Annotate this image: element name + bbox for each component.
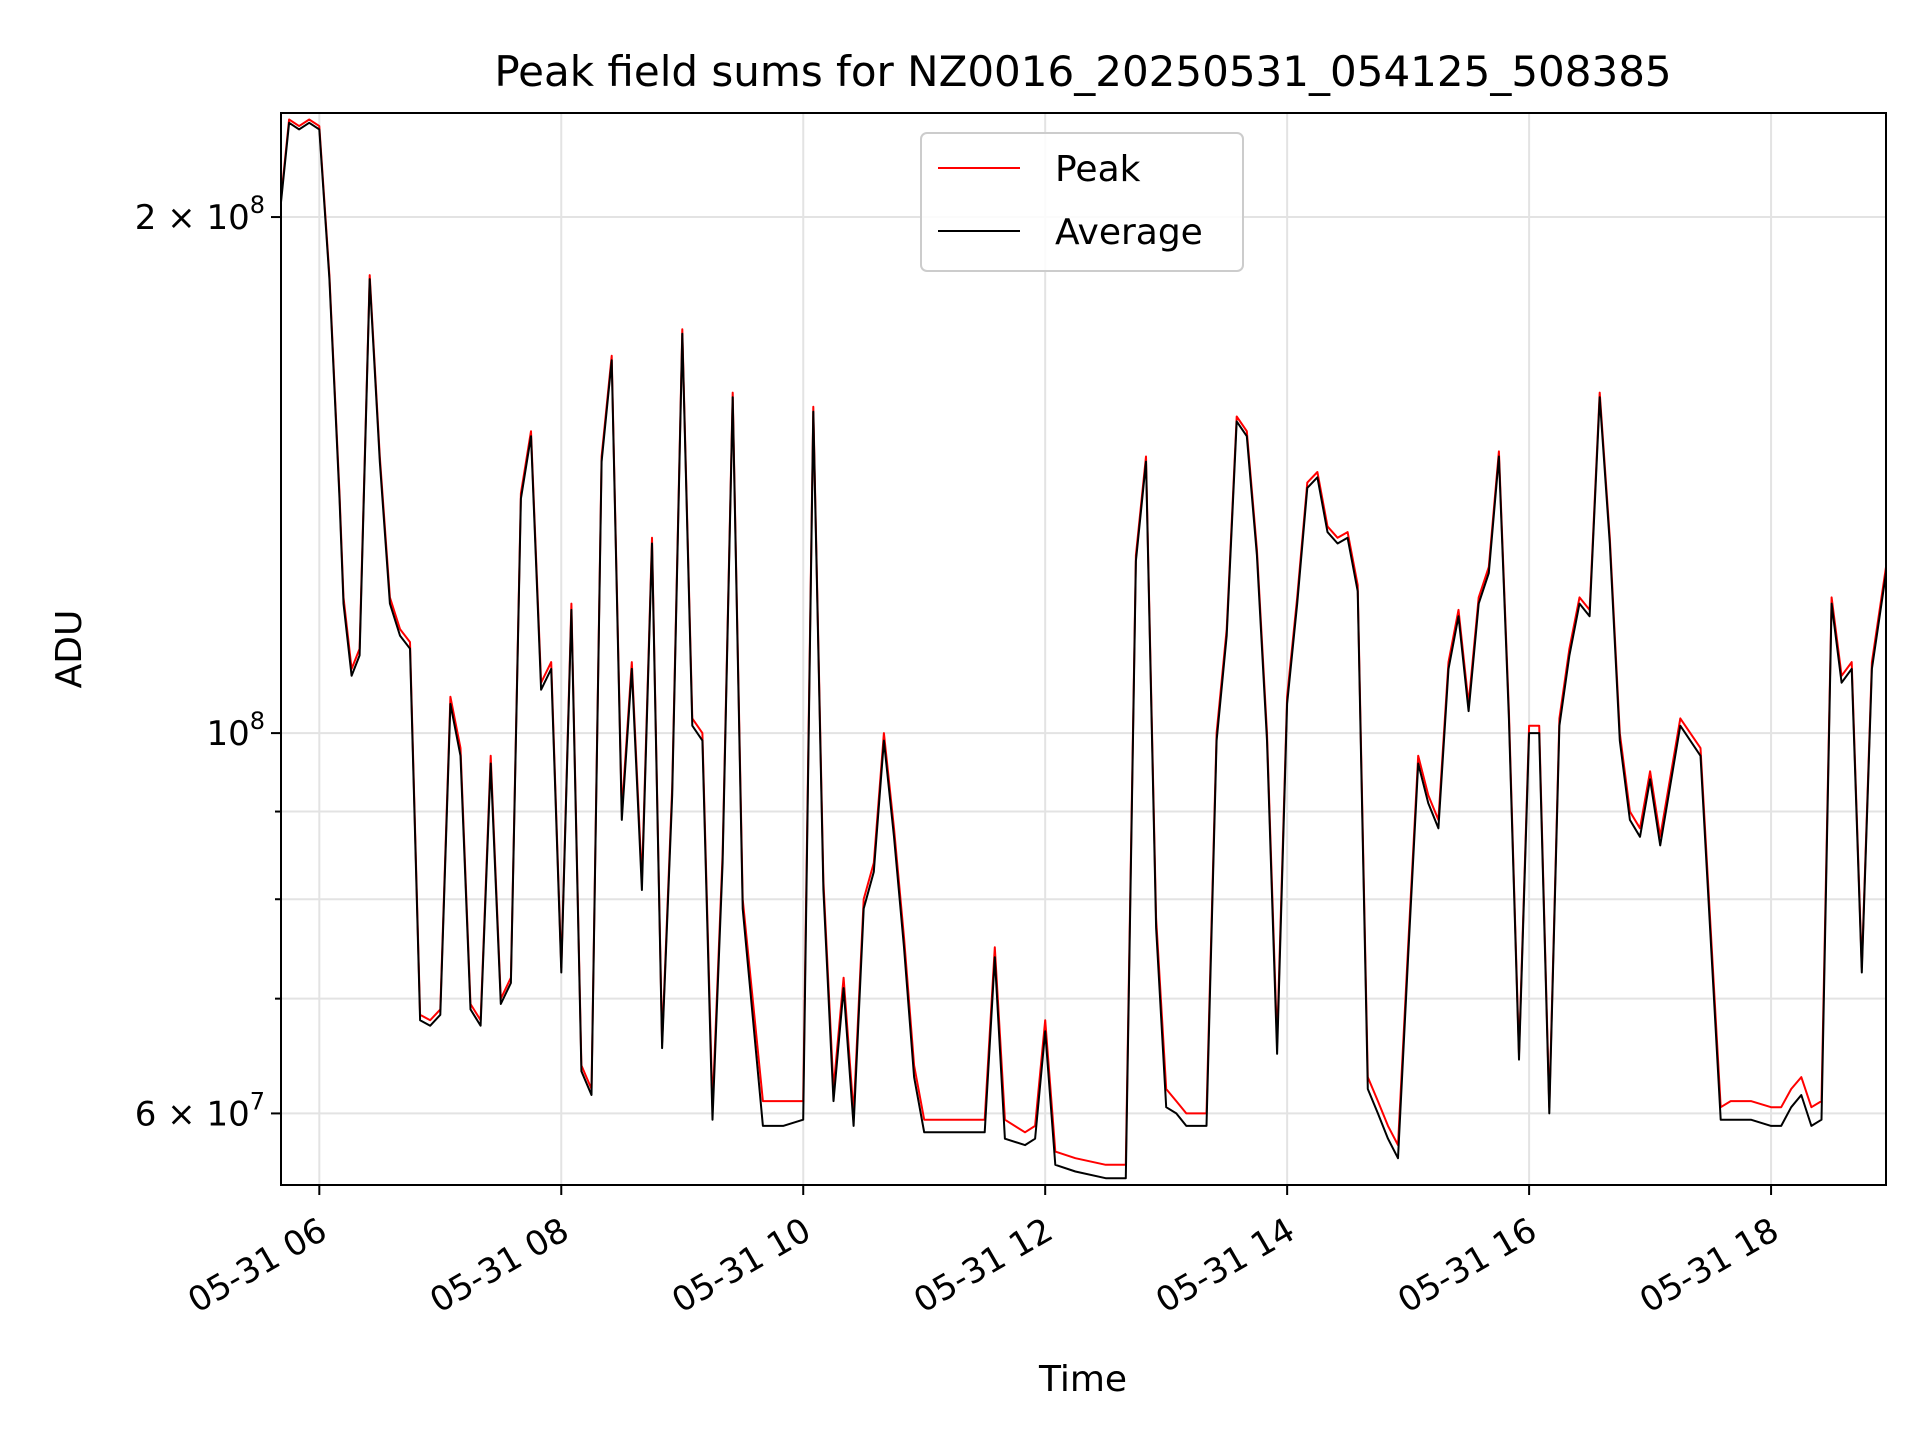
y-tick-label: 6 × 107: [135, 1087, 265, 1134]
y-tick-label: 2 × 108: [135, 191, 265, 238]
legend-label-average: Average: [1055, 212, 1203, 253]
x-axis-label: Time: [1038, 1359, 1127, 1400]
y-tick-exponent: 8: [250, 191, 265, 219]
legend-label-peak: Peak: [1055, 149, 1141, 190]
legend: Peak Average: [920, 132, 1244, 272]
plot-frame: [280, 112, 1887, 1186]
y-tick-exponent: 8: [250, 707, 265, 735]
y-tick-exponent: 7: [250, 1087, 265, 1115]
series-line-average: [280, 121, 1887, 1180]
y-axis-label: ADU: [49, 610, 90, 689]
chart-title: Peak field sums for NZ0016_20250531_0541…: [494, 47, 1671, 96]
y-tick-label: 108: [206, 707, 265, 754]
series-lines: [280, 118, 1887, 1180]
